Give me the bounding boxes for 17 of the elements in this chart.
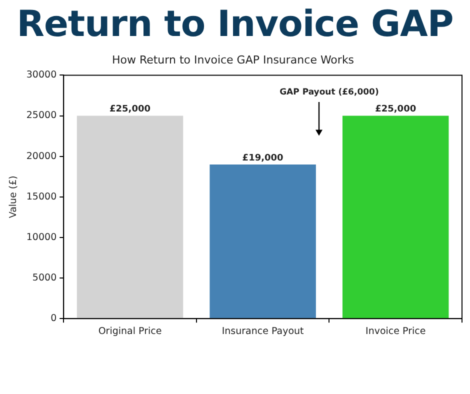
- y-tick-label: 20000: [26, 150, 57, 162]
- chart-subtitle: How Return to Invoice GAP Insurance Works: [112, 53, 354, 66]
- x-tick-label: Original Price: [98, 326, 162, 337]
- y-tick-label: 5000: [32, 272, 57, 284]
- x-tick-label: Invoice Price: [366, 326, 426, 337]
- data-label: £19,000: [242, 153, 284, 164]
- y-tick-label: 25000: [26, 110, 57, 122]
- data-label: £25,000: [375, 104, 416, 115]
- y-tick-label: 10000: [26, 232, 57, 243]
- data-label: £25,000: [110, 104, 151, 115]
- y-tick-label: 15000: [26, 191, 57, 202]
- x-tick-label: Insurance Payout: [222, 326, 304, 337]
- chart-title: Return to Invoice GAP: [16, 3, 454, 47]
- annotation: GAP Payout (£6,000): [280, 87, 379, 98]
- y-axis-title: Value (£): [8, 176, 20, 218]
- y-tick-label: 30000: [26, 70, 57, 81]
- y-tick-label: 0: [50, 313, 57, 324]
